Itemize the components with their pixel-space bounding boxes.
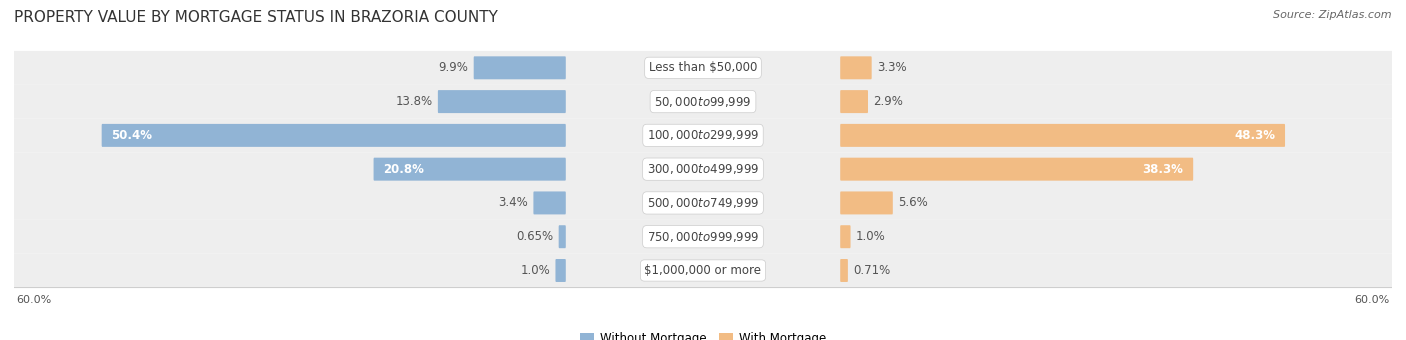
FancyBboxPatch shape (437, 90, 565, 113)
Text: 1.0%: 1.0% (520, 264, 550, 277)
FancyBboxPatch shape (14, 85, 1392, 118)
FancyBboxPatch shape (14, 186, 1392, 220)
Text: 50.4%: 50.4% (111, 129, 152, 142)
Text: 60.0%: 60.0% (17, 295, 52, 305)
Text: 0.65%: 0.65% (516, 230, 554, 243)
Legend: Without Mortgage, With Mortgage: Without Mortgage, With Mortgage (575, 328, 831, 340)
FancyBboxPatch shape (374, 158, 565, 181)
Text: $100,000 to $299,999: $100,000 to $299,999 (647, 129, 759, 142)
Text: 3.3%: 3.3% (877, 61, 907, 74)
Text: 48.3%: 48.3% (1234, 129, 1275, 142)
Text: Less than $50,000: Less than $50,000 (648, 61, 758, 74)
FancyBboxPatch shape (533, 191, 565, 215)
Text: $1,000,000 or more: $1,000,000 or more (644, 264, 762, 277)
Text: $300,000 to $499,999: $300,000 to $499,999 (647, 162, 759, 176)
Text: 20.8%: 20.8% (384, 163, 425, 176)
FancyBboxPatch shape (841, 259, 848, 282)
Text: $750,000 to $999,999: $750,000 to $999,999 (647, 230, 759, 244)
Text: PROPERTY VALUE BY MORTGAGE STATUS IN BRAZORIA COUNTY: PROPERTY VALUE BY MORTGAGE STATUS IN BRA… (14, 10, 498, 25)
Text: 2.9%: 2.9% (873, 95, 903, 108)
FancyBboxPatch shape (101, 124, 565, 147)
Text: 1.0%: 1.0% (856, 230, 886, 243)
FancyBboxPatch shape (841, 90, 868, 113)
FancyBboxPatch shape (555, 259, 565, 282)
FancyBboxPatch shape (14, 118, 1392, 152)
FancyBboxPatch shape (474, 56, 565, 79)
FancyBboxPatch shape (841, 225, 851, 248)
FancyBboxPatch shape (14, 220, 1392, 254)
Text: 5.6%: 5.6% (898, 197, 928, 209)
Text: $500,000 to $749,999: $500,000 to $749,999 (647, 196, 759, 210)
Text: Source: ZipAtlas.com: Source: ZipAtlas.com (1274, 10, 1392, 20)
Text: 0.71%: 0.71% (853, 264, 890, 277)
FancyBboxPatch shape (841, 158, 1194, 181)
FancyBboxPatch shape (841, 124, 1285, 147)
Text: 60.0%: 60.0% (1354, 295, 1389, 305)
Text: 13.8%: 13.8% (395, 95, 433, 108)
FancyBboxPatch shape (14, 152, 1392, 186)
FancyBboxPatch shape (558, 225, 565, 248)
Text: 9.9%: 9.9% (439, 61, 468, 74)
FancyBboxPatch shape (841, 56, 872, 79)
Text: 3.4%: 3.4% (499, 197, 529, 209)
FancyBboxPatch shape (14, 254, 1392, 287)
Text: 38.3%: 38.3% (1143, 163, 1184, 176)
Text: $50,000 to $99,999: $50,000 to $99,999 (654, 95, 752, 108)
FancyBboxPatch shape (14, 51, 1392, 85)
FancyBboxPatch shape (841, 191, 893, 215)
